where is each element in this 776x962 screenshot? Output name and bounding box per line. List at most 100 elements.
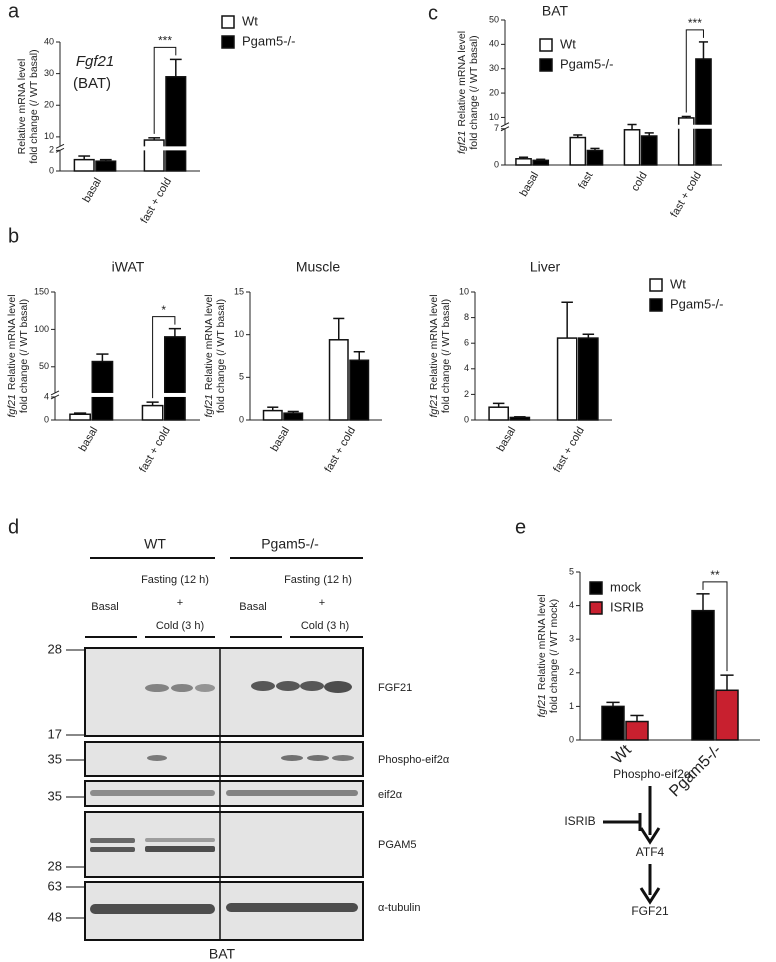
y-tick-label: 100 xyxy=(34,324,49,334)
legend-swatch xyxy=(649,278,663,292)
y-axis-label: fgf21 Relative mRNA level xyxy=(203,294,215,417)
condition: Cold (3 h) xyxy=(301,620,349,632)
condition: Fasting (12 h) xyxy=(141,574,209,586)
condition: Basal xyxy=(239,601,267,613)
y-axis-label-text: fold change (/ WT basal) xyxy=(28,49,40,163)
blot-box xyxy=(84,647,364,737)
x-tick-label: basal xyxy=(269,425,293,454)
y-axis-label-text: fold change (/ WT basal) xyxy=(468,35,480,149)
bar-break xyxy=(163,392,187,397)
y-axis-label-text: Relative mRNA level xyxy=(428,294,440,390)
marker: 48 xyxy=(48,909,62,924)
y-axis-label: fgf21 Relative mRNA level xyxy=(536,594,548,717)
y-tick-label: 5 xyxy=(239,372,244,382)
y-axis-label-gene: fgf21 xyxy=(428,394,440,417)
y-axis-label: fold change (/ WT basal) xyxy=(28,49,40,163)
chart: 0 2 4 6 8 10 basal fast + cold Liver fgf21 Relativ… xyxy=(428,259,724,475)
y-tick-label: 20 xyxy=(44,100,54,110)
y-tick-label: 10 xyxy=(459,286,469,296)
y-axis-label: fgf21 Relative mRNA level xyxy=(456,31,468,154)
band xyxy=(281,755,303,761)
condition: Fasting (12 h) xyxy=(284,574,352,586)
bar xyxy=(328,339,349,421)
axis-break xyxy=(55,147,65,153)
band xyxy=(145,846,215,852)
legend-swatch xyxy=(221,35,235,49)
legend-label: ISRIB xyxy=(610,599,644,614)
x-tick-label: Wt xyxy=(609,741,635,767)
legend-swatch xyxy=(649,298,663,312)
panel-label: e xyxy=(515,516,526,538)
marker: 63 xyxy=(48,878,62,893)
panel-label: b xyxy=(8,225,19,247)
y-axis-label-text: fold change (/ WT basal) xyxy=(18,299,30,413)
panel-label: c xyxy=(428,2,438,24)
y-axis-label: fold change (/ WT basal) xyxy=(215,299,227,413)
group-label: Pgam5-/- xyxy=(261,536,319,552)
band xyxy=(324,681,352,693)
chart-title: iWAT xyxy=(112,259,145,275)
y-tick-label: 2 xyxy=(464,389,469,399)
marker: 17 xyxy=(48,726,62,741)
chart-subtitle: (BAT) xyxy=(73,75,111,92)
y-tick-label: 40 xyxy=(489,39,499,49)
y-tick-label: 150 xyxy=(34,286,49,296)
bar xyxy=(165,76,187,172)
condition: Basal xyxy=(91,601,119,613)
bar xyxy=(262,409,283,421)
y-tick-label: 10 xyxy=(44,131,54,141)
y-axis-label-text: Relative mRNA level xyxy=(536,594,548,690)
band xyxy=(145,838,215,842)
y-tick-label: 0 xyxy=(494,159,499,169)
marker: 35 xyxy=(48,751,62,766)
legend-swatch xyxy=(589,581,603,595)
y-tick-label: 30 xyxy=(489,63,499,73)
y-tick-label: 0 xyxy=(49,165,54,175)
y-axis-label: Relative mRNA level xyxy=(16,59,28,155)
band-label: FGF21 xyxy=(378,682,412,694)
y-tick-label: 0 xyxy=(464,414,469,424)
bar xyxy=(623,129,641,166)
y-tick-label: 10 xyxy=(234,329,244,339)
annotation: ** xyxy=(710,568,720,582)
condition: + xyxy=(319,597,325,609)
chart: 0 710 20 30 40 50 basal fast cold fast + cold *** B… xyxy=(456,3,722,220)
band xyxy=(276,681,300,691)
bar xyxy=(509,416,531,421)
axis-break xyxy=(500,122,510,128)
node: Phospho-eif2α xyxy=(613,767,691,781)
y-tick-label: 4 xyxy=(44,391,49,401)
bar xyxy=(601,705,625,741)
chart: 0 2 10 20 30 40 basal fast + cold *** Fgf21 (BAT) R… xyxy=(16,13,296,225)
bands xyxy=(90,681,358,914)
marker: 35 xyxy=(48,788,62,803)
chart: 0 5 10 15 basal fast + cold Muscle fgf21 Relativ… xyxy=(203,259,382,475)
inhibitor: ISRIB xyxy=(564,814,595,828)
band-label: eif2α xyxy=(378,789,403,801)
y-tick-label: 20 xyxy=(489,87,499,97)
y-axis-label-text: Relative mRNA level xyxy=(456,31,468,127)
y-tick-label: 10 xyxy=(489,112,499,122)
y-axis-label-text: Relative mRNA level xyxy=(203,294,215,390)
y-tick-label: 4 xyxy=(464,363,469,373)
bracket xyxy=(152,316,176,399)
x-tick-label: fast xyxy=(576,170,595,191)
y-axis-label: fgf21 Relative mRNA level xyxy=(6,294,18,417)
x-tick-label: fast + cold xyxy=(668,170,704,220)
node: ATF4 xyxy=(636,845,665,859)
annotation: *** xyxy=(158,34,172,48)
x-tick-label: fast + cold xyxy=(138,176,174,226)
bar xyxy=(586,149,604,166)
band xyxy=(90,838,135,843)
bar xyxy=(283,412,304,421)
band xyxy=(307,755,329,761)
bracket xyxy=(702,581,728,672)
y-axis-label-gene: fgf21 xyxy=(6,394,18,417)
condition: + xyxy=(177,597,183,609)
band-label: α-tubulin xyxy=(378,902,420,914)
x-tick-label: fast + cold xyxy=(137,425,173,475)
y-tick-label: 30 xyxy=(44,68,54,78)
y-tick-label: 3 xyxy=(569,634,574,644)
y-axis-label: fold change (/ WT basal) xyxy=(440,299,452,413)
